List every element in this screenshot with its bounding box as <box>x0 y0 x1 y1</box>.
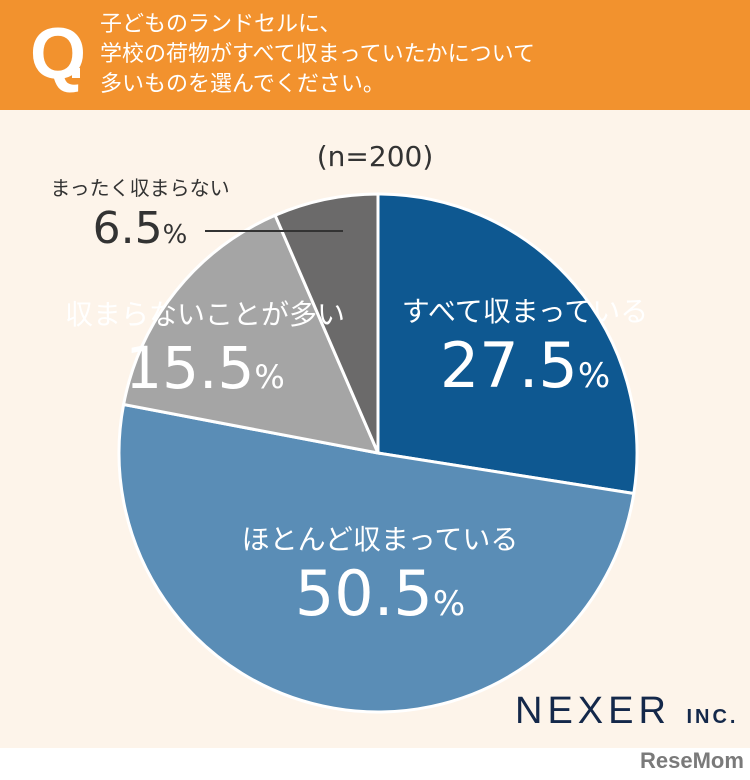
question-line: 学校の荷物がすべて収まっていたかについて <box>100 42 535 67</box>
q-dot <box>72 68 80 78</box>
question-text: 子どものランドセルに、 学校の荷物がすべて収まっていたかについて 多いものを選ん… <box>100 10 535 100</box>
sample-size: (n=200) <box>316 140 434 173</box>
slice-label-0: すべて収まっている 27.5% <box>401 295 649 402</box>
question-line: 多いものを選んでください。 <box>100 72 385 97</box>
pie-slice-0 <box>376 192 639 496</box>
pie-slice-3 <box>273 192 380 454</box>
nexer-logo: NEXER INC. <box>515 690 739 732</box>
question-line: 子どものランドセルに、 <box>100 12 342 37</box>
slice-label-3: まったく収まらない 6.5% <box>50 176 230 254</box>
slice-label-2: 収まらないことが多い 15.5% <box>64 298 345 402</box>
pie-slice-2 <box>121 213 381 456</box>
pie-slice-1 <box>117 402 636 714</box>
question-header: Q 子どものランドセルに、 学校の荷物がすべて収まっていたかについて 多いものを… <box>0 0 750 110</box>
slice-label-1: ほとんど収まっている 50.5% <box>241 523 519 630</box>
resemom-logo: ReseMom <box>640 748 744 773</box>
q-label: Q <box>30 14 87 94</box>
